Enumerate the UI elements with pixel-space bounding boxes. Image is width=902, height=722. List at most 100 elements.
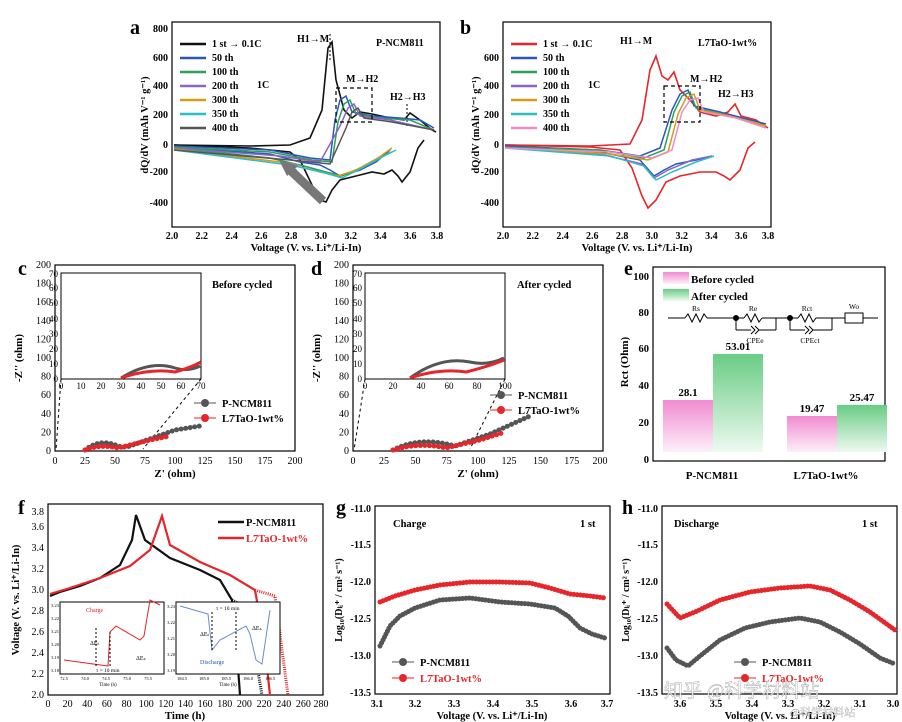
x-tick-label: 3.8 (431, 231, 444, 242)
x-tick-label: 50 (411, 456, 421, 467)
x-tick-label: 60 (102, 699, 112, 710)
plot-frame (47, 503, 324, 696)
shift-arrow-body (284, 164, 327, 205)
inset-annotation: ΔEₜ (200, 632, 210, 638)
y-tick-label: 2.6 (32, 627, 45, 638)
peak-annotation: M→H2 (690, 74, 722, 85)
category-label: L7TaO-1wt% (794, 470, 859, 482)
y-tick-label: 2.8 (32, 606, 45, 617)
y-tick-label: 140 (36, 316, 51, 327)
y-tick-label: 3.2 (32, 564, 45, 575)
inset-y-tick: 0 (358, 374, 363, 384)
x-tick-label: 3.2 (344, 231, 357, 242)
y-tick-label: 180 (334, 279, 349, 290)
inset-y-tick: 30 (49, 329, 59, 339)
x-tick-label: 50 (110, 456, 120, 467)
legend-label: After cycled (691, 291, 748, 303)
curve-200th (173, 102, 435, 163)
x-tick-label: 100 (168, 456, 183, 467)
y-tick-label: 100 (334, 353, 349, 364)
x-tick-label: 3.0 (315, 231, 328, 242)
x-tick-label: 3.1 (371, 699, 384, 710)
inset-label: Charge (86, 608, 104, 614)
legend-label: P-NCM811 (518, 391, 568, 402)
x-tick-label: 3.5 (526, 699, 539, 710)
y-axis-label: Log₁₀(Dₗᵢ⁺ / cm² s⁻¹) (621, 558, 632, 641)
curve-1st (173, 39, 437, 147)
y-tick-label: -12.5 (637, 614, 658, 625)
x-axis-label: Z' (ohm) (154, 468, 196, 480)
panel-c: c 0 25 50 75 100 125 150 175 200 0 20 40… (13, 258, 303, 480)
legend-label: 200 th (212, 81, 239, 92)
inset-annotation: τ = 10 min (216, 606, 240, 612)
series-l7tao (377, 579, 608, 605)
inset-x-tick: 75.0 (123, 676, 132, 681)
y-axis-label: Log₁₀(Dₗᵢ⁺ / cm² s⁻¹) (334, 558, 345, 641)
curve-100th (173, 98, 435, 163)
y-tick-label: 60 (41, 390, 51, 401)
y-tick-label: 40 (41, 409, 51, 420)
y-tick-label: 0 (494, 140, 499, 151)
x-tick-label: 3.2 (409, 699, 422, 710)
x-tick-label: 3.4 (746, 699, 759, 710)
x-tick-label: 2.8 (285, 231, 298, 242)
legend-label: P-NCM811 (762, 658, 812, 669)
panel-f: f 0 20 40 60 80 100 120 140 160 180 200 … (11, 497, 329, 722)
inset-y-tick: 40 (49, 314, 59, 324)
inset-curve (63, 599, 161, 667)
x-tick-label: 2.4 (225, 231, 238, 242)
legend-label: P-NCM811 (420, 658, 470, 669)
x-tick-label: 0 (53, 456, 58, 467)
y-tick-label: 140 (334, 316, 349, 327)
y-axis-label: dQ/dV (mAh V⁻¹ g⁻¹) (471, 76, 482, 174)
panel-e: e 0 20 40 60 80 100 Rct (Ohm) Before cyc… (619, 258, 887, 482)
y-tick-label: 60 (339, 390, 349, 401)
inset-x-tick: 60 (177, 381, 187, 391)
watermark: 知乎 @科学材料站 (664, 680, 819, 702)
inset-y-tick: 60 (49, 283, 59, 293)
x-tick-label: 160 (198, 699, 213, 710)
inset-x-tick: 40 (137, 381, 147, 391)
y-tick-label: 200 (153, 110, 168, 121)
legend-label: L7TaO-1wt% (222, 414, 284, 425)
y-tick-label: 160 (334, 297, 349, 308)
x-tick-label: 260 (296, 699, 311, 710)
inset-discharge (175, 601, 281, 675)
inset-frame (364, 272, 506, 380)
panel-d: d 0 25 50 75 100 125 150 175 200 0 20 40… (311, 258, 608, 480)
y-tick-label: 3.0 (32, 585, 45, 596)
inset-y-tick: 50 (353, 298, 363, 308)
legend-label: L7TaO-1wt% (762, 674, 824, 685)
y-tick-label: 20 (639, 418, 650, 429)
inset-y-tick: 3.23 (51, 603, 60, 608)
inset-series-l7tao (120, 360, 202, 380)
inset-x-tick: 50 (157, 381, 167, 391)
inset-y-tick: 60 (353, 283, 363, 293)
x-tick-label: 2.8 (616, 231, 629, 242)
y-tick-label: 0 (46, 446, 51, 457)
y-tick-label: 100 (36, 353, 51, 364)
plot-frame (54, 264, 296, 452)
legend-label: Before cycled (691, 274, 754, 286)
y-tick-label: 120 (334, 334, 349, 345)
x-tick-label: 125 (502, 456, 517, 467)
y-tick-label: -13.0 (637, 651, 658, 662)
x-tick-label: 3.4 (374, 231, 387, 242)
x-tick-label: 180 (217, 699, 232, 710)
x-tick-label: 200 (237, 699, 252, 710)
y-tick-label: 200 (36, 260, 51, 271)
inset-y-tick: 3.18 (51, 668, 60, 673)
legend-label: 1 st → 0.1C (543, 39, 592, 50)
bar-value-label: 25.47 (850, 392, 875, 404)
inset-charge (59, 601, 165, 675)
x-tick-label: 3.4 (705, 231, 718, 242)
x-tick-label: 25 (80, 456, 90, 467)
inset-guide (469, 378, 506, 450)
inset-label: Discharge (200, 660, 225, 666)
x-tick-label: 140 (178, 699, 193, 710)
x-tick-label: 40 (82, 699, 92, 710)
x-tick-label: 150 (533, 456, 548, 467)
panel-a: a 2.0 2.2 2.4 2.6 2.8 3.0 3.2 3.4 3.6 3.… (130, 17, 443, 254)
x-axis-label: Voltage (V. vs. Li⁺/Li-In) (437, 711, 548, 722)
panel-title: Before cycled (212, 280, 272, 291)
